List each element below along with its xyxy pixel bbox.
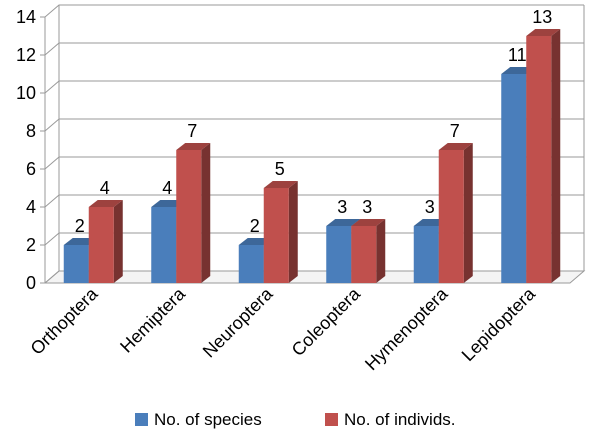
data-label-no-of-individs-lepidoptera: 13 bbox=[532, 7, 552, 27]
y-axis-tick-labels: 0 2 4 6 8 10 12 14 bbox=[16, 7, 36, 293]
data-label-no-of-individs-hemiptera: 7 bbox=[187, 121, 197, 141]
legend-label-no-of-species: No. of species bbox=[154, 410, 262, 429]
y-tick-label-0: 0 bbox=[26, 273, 36, 293]
gridline-0 bbox=[44, 270, 584, 284]
x-tick-label-hemiptera: Hemiptera bbox=[116, 283, 190, 357]
y-tick-label-12: 12 bbox=[16, 45, 36, 65]
bar-no-of-individs-hemiptera bbox=[176, 143, 211, 283]
y-tick-label-8: 8 bbox=[26, 121, 36, 141]
y-tick-label-14: 14 bbox=[16, 7, 36, 27]
x-tick-label-coleoptera: Coleoptera bbox=[288, 283, 365, 360]
legend-swatch-no-of-species bbox=[135, 413, 148, 426]
legend: No. of species No. of individs. bbox=[135, 410, 456, 429]
y-tick-label-4: 4 bbox=[26, 197, 36, 217]
gridline-6 bbox=[44, 156, 584, 170]
legend-swatch-no-of-individs bbox=[325, 413, 338, 426]
x-tick-label-orthoptera: Orthoptera bbox=[27, 283, 103, 359]
bars bbox=[63, 29, 561, 283]
gridline-2 bbox=[44, 232, 584, 246]
gridline-8 bbox=[44, 118, 584, 132]
y-tick-label-6: 6 bbox=[26, 159, 36, 179]
gridline-10 bbox=[44, 80, 584, 94]
x-axis-tick-labels: Orthoptera Hemiptera Neuroptera ColeopteraH… bbox=[27, 283, 540, 374]
legend-item-no-of-individs: No. of individs. bbox=[325, 410, 456, 429]
gridlines bbox=[40, 4, 584, 284]
y-tick-label-10: 10 bbox=[16, 83, 36, 103]
data-label-no-of-individs-hymenoptera: 7 bbox=[450, 121, 460, 141]
bar-no-of-individs-hymenoptera bbox=[438, 143, 473, 283]
gridline-14 bbox=[44, 4, 584, 18]
bar-no-of-individs-orthoptera bbox=[88, 200, 123, 283]
legend-item-no-of-species: No. of species bbox=[135, 410, 262, 429]
data-label-no-of-individs-coleoptera: 3 bbox=[362, 197, 372, 217]
data-label-no-of-species-hymenoptera: 3 bbox=[425, 197, 435, 217]
data-label-no-of-species-neuroptera: 2 bbox=[250, 216, 260, 236]
x-tick-label-hymenoptera: Hymenoptera bbox=[361, 283, 452, 374]
data-label-no-of-individs-neuroptera: 5 bbox=[275, 159, 285, 179]
bar-no-of-individs-lepidoptera bbox=[526, 29, 561, 283]
data-label-no-of-species-orthoptera: 2 bbox=[75, 216, 85, 236]
bar-no-of-individs-coleoptera bbox=[351, 219, 386, 283]
x-tick-label-lepidoptera: Lepidoptera bbox=[458, 283, 540, 365]
data-label-no-of-species-lepidoptera: 11 bbox=[508, 45, 527, 65]
data-label-no-of-species-hemiptera: 4 bbox=[162, 178, 172, 198]
legend-label-no-of-individs: No. of individs. bbox=[344, 410, 456, 429]
gridline-4 bbox=[44, 194, 584, 208]
x-tick-label-neuroptera: Neuroptera bbox=[199, 283, 278, 362]
y-tick-label-2: 2 bbox=[26, 235, 36, 255]
data-label-no-of-species-coleoptera: 3 bbox=[337, 197, 347, 217]
gridline-12 bbox=[44, 42, 584, 56]
bar-no-of-individs-neuroptera bbox=[263, 181, 298, 283]
data-label-no-of-individs-orthoptera: 4 bbox=[100, 178, 110, 198]
